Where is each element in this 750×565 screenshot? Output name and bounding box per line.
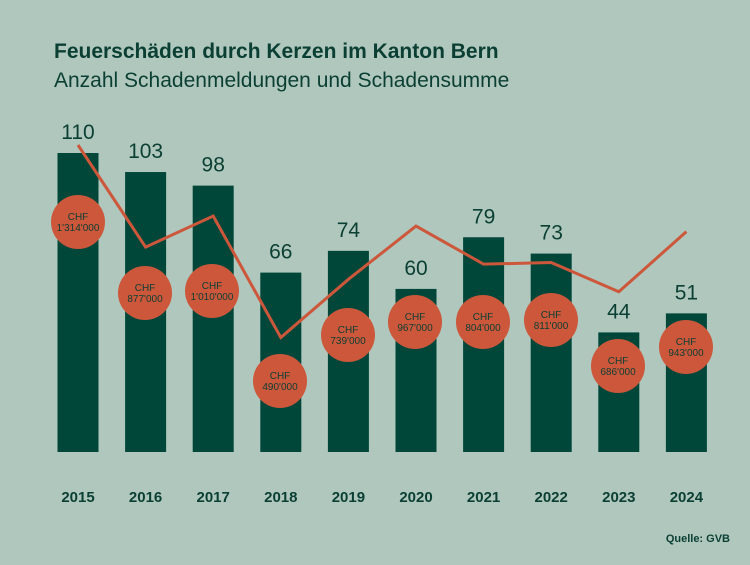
damage-sum-bubble bbox=[524, 293, 578, 347]
damage-sum-label: CHF 686'000 bbox=[600, 356, 636, 378]
damage-sum-bubble bbox=[51, 195, 105, 249]
damage-sum-bubble bbox=[388, 295, 442, 349]
damage-sum-bubble bbox=[456, 295, 510, 349]
x-tick-label: 2021 bbox=[467, 489, 500, 506]
x-tick-label: 2018 bbox=[264, 489, 297, 506]
damage-sum-bubble bbox=[591, 339, 645, 393]
damage-sum-label: CHF 811'000 bbox=[534, 310, 569, 332]
damage-sum-label: CHF 877'000 bbox=[127, 283, 163, 305]
bar-value-label: 73 bbox=[540, 222, 563, 245]
bar-value-label: 79 bbox=[472, 205, 495, 228]
bar-value-label: 98 bbox=[202, 154, 225, 177]
damage-sum-bubble bbox=[185, 264, 239, 318]
x-tick-label: 2023 bbox=[602, 489, 635, 506]
x-tick-label: 2016 bbox=[129, 489, 162, 506]
damage-sum-label: CHF 490'000 bbox=[262, 371, 298, 393]
x-tick-label: 2020 bbox=[399, 489, 432, 506]
damage-sum-bubble bbox=[321, 308, 375, 362]
damage-sum-label: CHF 1'010'000 bbox=[191, 281, 234, 303]
x-tick-label: 2015 bbox=[61, 489, 94, 506]
damage-sum-bubble bbox=[118, 266, 172, 320]
damage-sum-label: CHF 1'314'000 bbox=[57, 212, 100, 234]
damage-sum-label: CHF 967'000 bbox=[397, 312, 433, 334]
damage-sum-line bbox=[76, 144, 688, 340]
bar-value-label: 110 bbox=[61, 121, 94, 144]
bar-value-label: 51 bbox=[675, 281, 698, 304]
source-note: Quelle: GVB bbox=[665, 533, 730, 545]
bar-value-label: 66 bbox=[269, 241, 292, 264]
bar-value-label: 44 bbox=[607, 300, 631, 323]
chart-subtitle: Anzahl Schadenmeldungen und Schadensumme bbox=[54, 69, 510, 92]
damage-sum-label: CHF 943'000 bbox=[668, 337, 704, 359]
bar bbox=[192, 185, 234, 453]
chart-title: Feuerschäden durch Kerzen im Kanton Bern bbox=[54, 40, 499, 63]
damage-sum-label: CHF 739'000 bbox=[330, 325, 366, 347]
damage-sum-bubble bbox=[659, 320, 713, 374]
damage-sum-label: CHF 804'000 bbox=[465, 312, 501, 334]
x-tick-label: 2022 bbox=[535, 489, 568, 506]
x-tick-label: 2019 bbox=[332, 489, 365, 506]
bar-value-label: 74 bbox=[337, 219, 361, 242]
x-tick-label: 2024 bbox=[670, 489, 704, 506]
damage-sum-bubble bbox=[253, 354, 307, 408]
x-tick-label: 2017 bbox=[197, 489, 230, 506]
bar-value-label: 60 bbox=[404, 257, 427, 280]
bar bbox=[530, 253, 572, 452]
bar-value-label: 103 bbox=[128, 140, 163, 163]
